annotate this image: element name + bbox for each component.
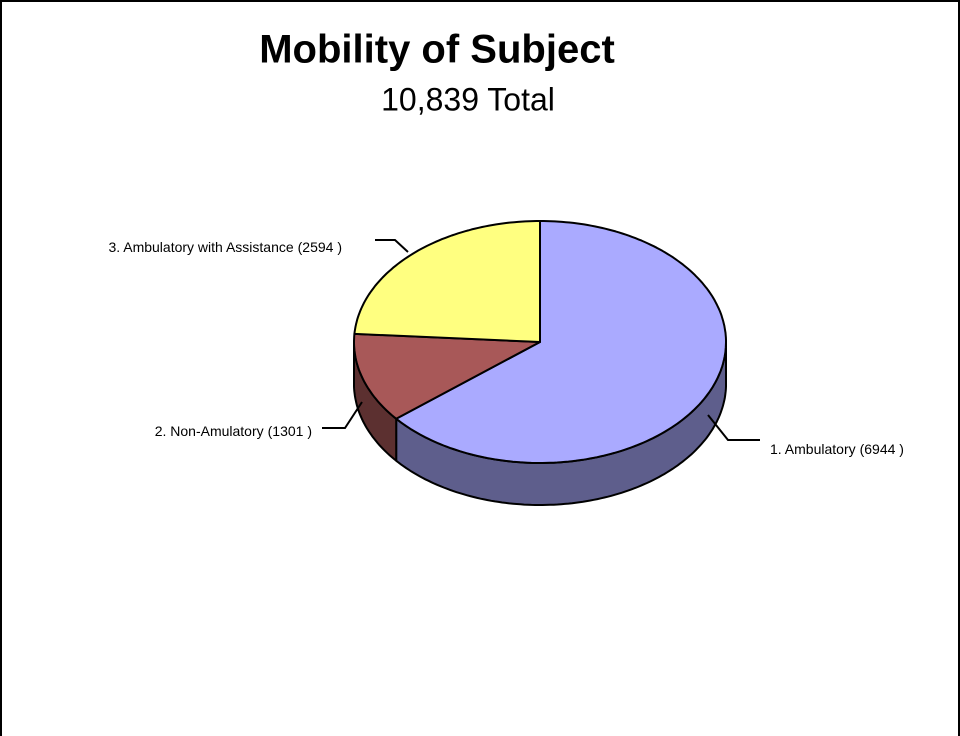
category-label: 3. Ambulatory with Assistance (108, 239, 293, 255)
data-label: 2. Non-Amulatory (1301 ) (155, 423, 312, 439)
category-label: 2. Non-Amulatory (155, 423, 264, 439)
chart-subtitle: 10,839 Total (381, 81, 555, 117)
leader-line (707, 414, 760, 441)
chart-title: Mobility of Subject (259, 28, 615, 72)
leader-line (375, 239, 409, 253)
value-label: (1301 ) (268, 423, 312, 439)
leader-line (322, 401, 363, 429)
slice (353, 332, 541, 420)
data-label: 3. Ambulatory with Assistance (2594 ) (108, 239, 342, 255)
value-label: (6944 ) (860, 441, 904, 457)
category-label: 1. Ambulatory (770, 441, 856, 457)
slice (353, 220, 541, 343)
data-label: 1. Ambulatory (6944 ) (770, 441, 904, 457)
value-label: (2594 ) (298, 239, 342, 255)
slice (395, 220, 727, 464)
